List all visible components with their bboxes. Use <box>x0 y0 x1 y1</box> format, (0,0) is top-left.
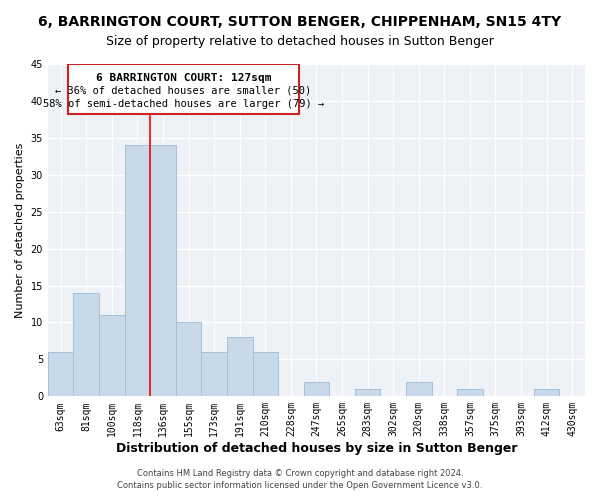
FancyBboxPatch shape <box>68 64 299 114</box>
Bar <box>355 389 380 396</box>
Text: 58% of semi-detached houses are larger (79) →: 58% of semi-detached houses are larger (… <box>43 100 324 110</box>
Bar <box>150 145 176 397</box>
Bar <box>534 389 559 396</box>
Bar <box>176 322 202 396</box>
Text: ← 36% of detached houses are smaller (50): ← 36% of detached houses are smaller (50… <box>55 86 311 96</box>
Text: 6, BARRINGTON COURT, SUTTON BENGER, CHIPPENHAM, SN15 4TY: 6, BARRINGTON COURT, SUTTON BENGER, CHIP… <box>38 15 562 29</box>
Bar <box>73 293 99 397</box>
Y-axis label: Number of detached properties: Number of detached properties <box>15 142 25 318</box>
Bar <box>125 145 150 397</box>
Bar <box>406 382 431 396</box>
Bar <box>457 389 482 396</box>
X-axis label: Distribution of detached houses by size in Sutton Benger: Distribution of detached houses by size … <box>116 442 517 455</box>
Text: Contains HM Land Registry data © Crown copyright and database right 2024.
Contai: Contains HM Land Registry data © Crown c… <box>118 468 482 490</box>
Text: Size of property relative to detached houses in Sutton Benger: Size of property relative to detached ho… <box>106 35 494 48</box>
Bar <box>227 338 253 396</box>
Bar <box>253 352 278 397</box>
Text: 6 BARRINGTON COURT: 127sqm: 6 BARRINGTON COURT: 127sqm <box>96 73 271 83</box>
Bar <box>304 382 329 396</box>
Bar <box>202 352 227 397</box>
Bar <box>99 315 125 396</box>
Bar <box>48 352 73 397</box>
